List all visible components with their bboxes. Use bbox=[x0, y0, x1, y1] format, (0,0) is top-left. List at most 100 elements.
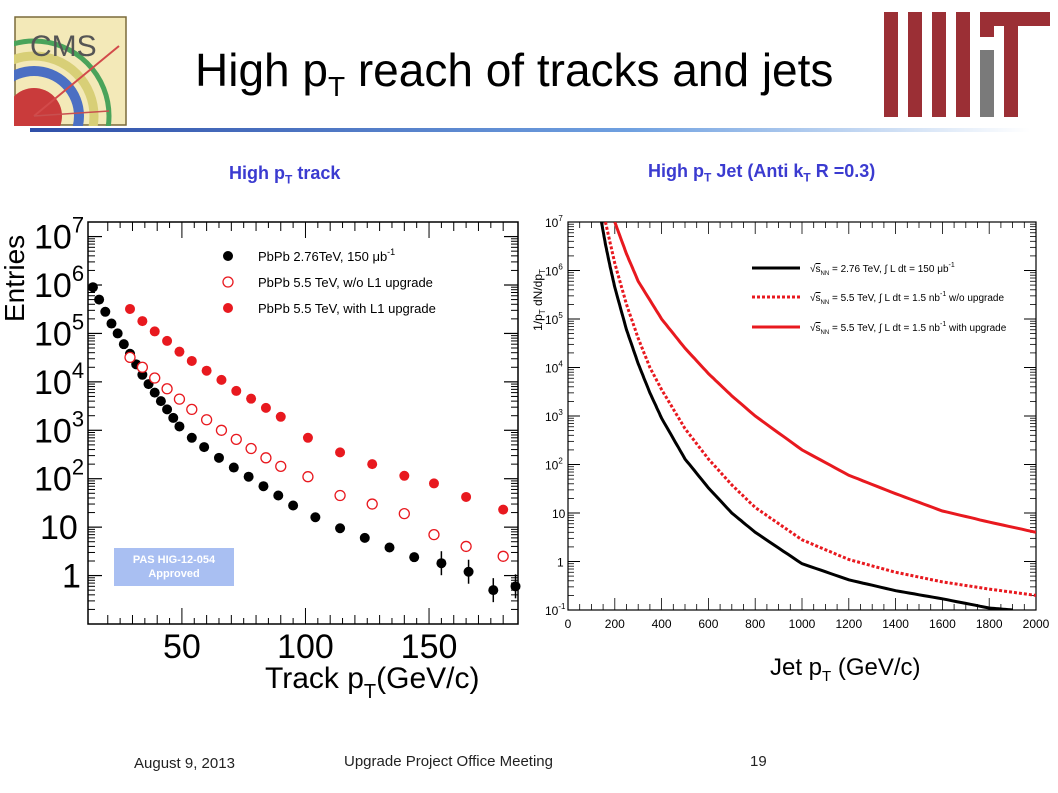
jet-x-tick-label: 1200 bbox=[835, 617, 862, 631]
track-point-filled bbox=[275, 411, 286, 422]
track-point-open bbox=[460, 540, 472, 553]
track-point-open bbox=[173, 393, 186, 405]
title-underline bbox=[30, 128, 1030, 132]
track-point-open bbox=[302, 471, 314, 483]
track-point-filled bbox=[186, 355, 197, 366]
track-point-filled bbox=[384, 542, 395, 553]
jet-y-tick-label: 1 bbox=[557, 556, 564, 570]
jet-x-tick-label: 0 bbox=[565, 617, 572, 631]
track-point-filled bbox=[168, 412, 179, 423]
footer-meeting: Upgrade Project Office Meeting bbox=[344, 753, 553, 770]
track-point-filled bbox=[335, 523, 346, 534]
track-point-filled bbox=[428, 478, 439, 489]
track-y-tick-label: 1 bbox=[62, 558, 81, 596]
track-x-tick-label: 150 bbox=[401, 628, 458, 666]
track-x-tick-label: 50 bbox=[163, 628, 201, 666]
track-point-open bbox=[136, 361, 149, 373]
track-point-filled bbox=[260, 402, 271, 413]
track-point-filled bbox=[162, 335, 173, 346]
track-point-filled bbox=[149, 387, 160, 398]
track-point-filled bbox=[155, 396, 166, 407]
track-point-filled bbox=[228, 462, 239, 473]
svg-text:Track pT(GeV/c): Track pT(GeV/c) bbox=[265, 662, 479, 703]
jet-spectrum-line bbox=[613, 222, 1036, 534]
track-point-filled bbox=[216, 374, 227, 385]
track-point-filled bbox=[112, 328, 123, 339]
svg-text:Jet pT (GeV/c): Jet pT (GeV/c) bbox=[770, 654, 921, 685]
jet-x-tick-label: 200 bbox=[605, 617, 625, 631]
track-point-filled bbox=[409, 552, 420, 563]
track-point-open bbox=[398, 507, 410, 520]
track-point-filled bbox=[118, 339, 129, 350]
track-point-filled bbox=[201, 365, 212, 376]
legend-marker-open bbox=[222, 276, 234, 288]
track-y-tick-label: 102 bbox=[34, 455, 84, 499]
track-y-tick-label: 107 bbox=[34, 213, 84, 257]
track-point-open bbox=[200, 414, 213, 426]
track-point-open bbox=[366, 498, 378, 510]
left-panel-heading: High pT track bbox=[229, 163, 341, 187]
svg-text:1/pT dN/dpT: 1/pT dN/dpT bbox=[531, 269, 547, 331]
footer-page-number: 19 bbox=[750, 753, 767, 770]
track-point-filled bbox=[137, 316, 148, 327]
jet-x-tick-label: 800 bbox=[745, 617, 765, 631]
track-point-filled bbox=[367, 459, 378, 470]
track-point-open bbox=[245, 442, 257, 455]
slide-title: High pT reach of tracks and jets bbox=[195, 44, 834, 102]
track-point-filled bbox=[359, 532, 370, 543]
track-x-axis-label: Track pT(GeV/c) bbox=[265, 662, 479, 703]
track-point-filled bbox=[288, 500, 299, 511]
track-point-filled bbox=[273, 490, 284, 501]
jet-x-tick-label: 2000 bbox=[1023, 617, 1050, 631]
track-point-open bbox=[186, 403, 198, 416]
cms-logo: CMS bbox=[0, 16, 127, 194]
track-y-tick-label: 10 bbox=[40, 509, 78, 547]
legend-label: PbPb 5.5 TeV, w/o L1 upgrade bbox=[258, 275, 433, 290]
track-point-filled bbox=[174, 346, 185, 357]
track-point-open bbox=[215, 424, 228, 436]
jet-y-tick-label: 105 bbox=[545, 311, 563, 327]
track-point-filled bbox=[243, 471, 254, 482]
right-panel-heading: High pT Jet (Anti kT R =0.3) bbox=[648, 161, 876, 185]
jet-y-tick-label: 102 bbox=[545, 457, 563, 473]
track-point-filled bbox=[213, 452, 224, 463]
jet-x-tick-label: 1600 bbox=[929, 617, 956, 631]
jet-legend-label: √sNN = 5.5 TeV, ∫ L dt = 1.5 nb-1 w/o up… bbox=[810, 291, 1004, 306]
track-x-tick-label: 100 bbox=[277, 628, 334, 666]
jet-y-tick-label: 106 bbox=[545, 263, 563, 279]
jet-legend-label: √sNN = 5.5 TeV, ∫ L dt = 1.5 nb-1 with u… bbox=[810, 321, 1007, 336]
track-legend: PbPb 2.76TeV, 150 μb-1 PbPb 5.5 TeV, w/o … bbox=[222, 247, 436, 316]
track-y-axis-label: Entries bbox=[0, 235, 30, 322]
track-point-filled bbox=[310, 512, 321, 523]
jet-y-axis-label: 1/pT dN/dpT bbox=[531, 269, 547, 331]
approval-badge: PAS HIG-12-054 Approved bbox=[114, 548, 234, 586]
track-point-filled bbox=[87, 282, 98, 293]
track-point-open bbox=[161, 383, 173, 395]
track-point-filled bbox=[186, 432, 197, 443]
mit-logo bbox=[880, 12, 1050, 117]
track-y-tick-label: 104 bbox=[34, 358, 84, 402]
track-point-filled bbox=[106, 318, 117, 329]
jet-y-tick-label: 10 bbox=[552, 507, 566, 521]
track-point-open bbox=[260, 452, 272, 464]
track-point-open bbox=[149, 372, 161, 384]
legend-label: PbPb 5.5 TeV, with L1 upgrade bbox=[258, 301, 436, 316]
track-point-open bbox=[275, 460, 287, 473]
track-point-filled bbox=[302, 432, 313, 443]
track-point-filled bbox=[246, 393, 257, 404]
jet-x-tick-label: 1000 bbox=[789, 617, 816, 631]
track-y-tick-label: 103 bbox=[34, 406, 84, 450]
jet-x-tick-label: 1800 bbox=[976, 617, 1003, 631]
jet-y-tick-label: 104 bbox=[545, 360, 563, 376]
track-point-open bbox=[230, 433, 242, 445]
track-point-open bbox=[428, 528, 440, 541]
jet-x-tick-label: 400 bbox=[652, 617, 672, 631]
track-point-open bbox=[497, 550, 509, 562]
svg-text:CMS: CMS bbox=[30, 30, 97, 63]
track-point-open bbox=[124, 351, 136, 364]
footer-date: August 9, 2013 bbox=[134, 755, 235, 772]
track-point-filled bbox=[399, 470, 410, 481]
track-point-filled bbox=[199, 442, 210, 453]
